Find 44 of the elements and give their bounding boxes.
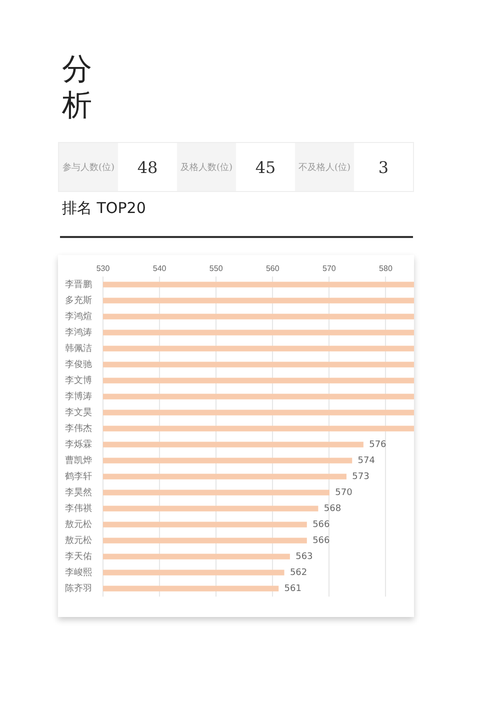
y-tick-label: 李文博 — [65, 375, 92, 386]
y-tick-label: 李伟祺 — [65, 503, 92, 514]
data-label: 573 — [352, 472, 370, 482]
x-tick-label: 550 — [209, 264, 224, 274]
data-label: 576 — [369, 440, 387, 450]
data-label: 566 — [312, 520, 330, 530]
y-tick-label: 李博涛 — [65, 391, 92, 402]
y-tick-label: 李鸿煊 — [65, 311, 92, 322]
data-label: 563 — [296, 552, 313, 562]
text: 48 — [136, 156, 159, 178]
y-tick-label: 陈齐羽 — [65, 583, 92, 594]
data-label: 561 — [284, 584, 302, 594]
y-tick-label: 敖元松 — [65, 519, 92, 530]
y-tick-label: 曹凯烨 — [65, 455, 92, 466]
y-tick-label: 李峻熙 — [65, 567, 92, 578]
chart-subtitle: 排名 TOP20 — [62, 199, 147, 217]
y-tick-label: 李昊然 — [65, 487, 92, 498]
text: 不及格人(位) — [295, 143, 354, 191]
x-tick-label: 580 — [379, 264, 393, 274]
data-label: 568 — [324, 504, 342, 514]
y-tick-label: 李文昊 — [65, 407, 92, 418]
y-tick-label: 李伟杰 — [65, 423, 92, 434]
y-tick-label: 鹤李轩 — [65, 471, 92, 482]
data-label: 574 — [358, 456, 376, 466]
x-tick-label: 560 — [266, 264, 280, 274]
chart-title: 分析 — [62, 52, 93, 124]
x-tick-label: 570 — [322, 264, 336, 274]
text: 参与人数(位) — [59, 143, 118, 191]
x-tick-label: 530 — [96, 264, 110, 274]
y-tick-label: 多充斯 — [65, 295, 92, 306]
data-label: 570 — [335, 488, 353, 498]
text: 3 — [377, 156, 390, 178]
y-tick-label: 韩佩洁 — [65, 343, 92, 354]
text: 45 — [254, 156, 277, 178]
y-tick-label: 李鸿涛 — [65, 327, 92, 338]
y-tick-label: 敖元松 — [65, 535, 92, 546]
y-tick-label: 李俊驰 — [65, 359, 92, 370]
y-tick-label: 李晋鹏 — [65, 279, 92, 290]
data-label: 562 — [290, 568, 308, 578]
data-label: 566 — [312, 536, 330, 546]
x-tick-label: 540 — [152, 264, 167, 274]
y-tick-label: 李烁霖 — [65, 439, 92, 450]
text: 及格人数(位) — [177, 143, 236, 191]
y-tick-label: 李天佑 — [65, 551, 92, 562]
